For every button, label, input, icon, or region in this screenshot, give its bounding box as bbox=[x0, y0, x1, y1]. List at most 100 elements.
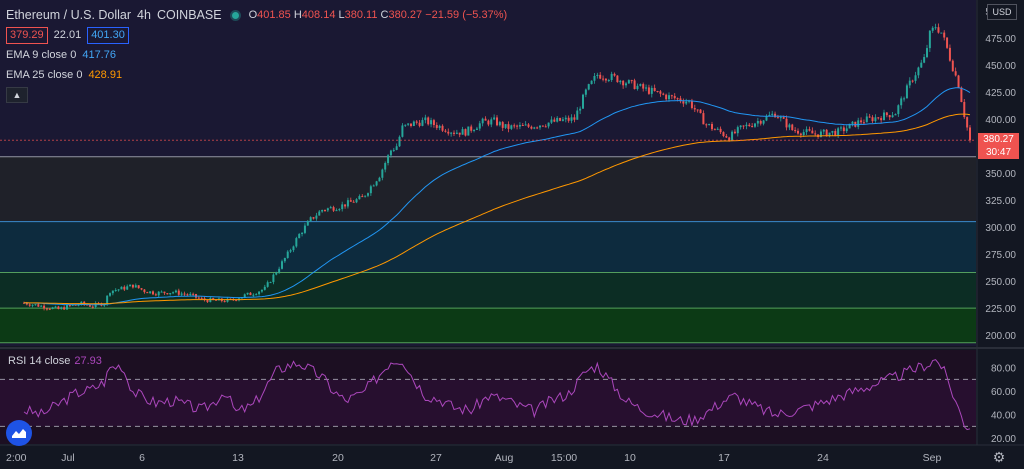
candle-body bbox=[894, 114, 897, 116]
candle-body bbox=[450, 132, 453, 134]
candle-body bbox=[814, 133, 817, 135]
candle-body bbox=[524, 124, 527, 126]
candle-body bbox=[776, 117, 779, 119]
candle-body bbox=[367, 193, 369, 196]
candle-body bbox=[805, 129, 808, 133]
candle-body bbox=[45, 308, 48, 310]
candle-body bbox=[645, 87, 648, 89]
candle-body bbox=[131, 284, 134, 288]
collapse-legend-button[interactable]: ▲ bbox=[6, 87, 28, 103]
candle-body bbox=[865, 116, 868, 123]
rsi-band bbox=[0, 379, 976, 427]
rsi-line[interactable] bbox=[23, 359, 971, 431]
candle-body bbox=[685, 101, 688, 104]
time-axis-label: Sep bbox=[923, 452, 942, 464]
candle-body bbox=[109, 293, 111, 296]
ema25-label: EMA 25 close 0 bbox=[6, 69, 83, 81]
candle-body bbox=[627, 80, 630, 84]
interval-label[interactable]: 4h bbox=[137, 8, 151, 22]
candle-body bbox=[40, 305, 43, 307]
candle-body bbox=[516, 125, 519, 127]
candle-body bbox=[435, 125, 438, 128]
candle-body bbox=[699, 109, 702, 114]
candle-body bbox=[226, 298, 229, 302]
ema9-legend[interactable]: EMA 9 close 0 417.76 bbox=[6, 45, 507, 65]
candle-body bbox=[235, 299, 238, 301]
candle-body bbox=[834, 130, 837, 136]
price-axis-label: 325.00 bbox=[985, 196, 1016, 207]
candle-body bbox=[840, 127, 842, 129]
buy-price-button[interactable]: 401.30 bbox=[87, 26, 129, 44]
zone-band bbox=[0, 156, 976, 222]
candle-body bbox=[384, 163, 387, 170]
candle-body bbox=[862, 122, 865, 124]
candle-body bbox=[759, 120, 762, 124]
candle-body bbox=[900, 98, 903, 106]
symbol-name[interactable]: Ethereum / U.S. Dollar bbox=[6, 8, 132, 22]
candle-body bbox=[547, 122, 550, 127]
candle-body bbox=[719, 128, 722, 133]
ema25-legend[interactable]: EMA 25 close 0 428.91 bbox=[6, 65, 507, 85]
candle-body bbox=[312, 217, 315, 219]
last-price-tag: 380.27 bbox=[978, 133, 1019, 147]
candle-body bbox=[676, 98, 679, 100]
candle-body bbox=[68, 305, 71, 307]
candle-body bbox=[857, 120, 860, 127]
candle-body bbox=[593, 75, 596, 81]
candle-body bbox=[174, 290, 177, 293]
zone-band bbox=[0, 272, 976, 309]
candle-body bbox=[722, 132, 725, 137]
candle-body bbox=[74, 304, 77, 306]
candle-body bbox=[602, 78, 605, 80]
candle-body bbox=[679, 98, 682, 102]
candle-body bbox=[584, 89, 587, 95]
candle-body bbox=[868, 116, 871, 118]
candle-body bbox=[610, 73, 613, 81]
candle-body bbox=[126, 286, 129, 290]
ema9-line[interactable] bbox=[23, 87, 971, 306]
candle-body bbox=[318, 211, 321, 216]
candle-body bbox=[358, 196, 361, 200]
rsi-legend[interactable]: RSI 14 close 27.93 bbox=[8, 355, 102, 367]
candle-body bbox=[275, 272, 278, 275]
candle-body bbox=[808, 129, 811, 131]
candle-body bbox=[143, 289, 146, 293]
candle-body bbox=[659, 91, 662, 94]
tradingview-logo-icon[interactable] bbox=[6, 420, 32, 446]
candle-body bbox=[754, 123, 756, 127]
candle-body bbox=[392, 149, 395, 151]
candle-body bbox=[782, 117, 785, 119]
candle-body bbox=[295, 238, 298, 247]
candle-body bbox=[461, 129, 464, 135]
currency-button[interactable]: USD bbox=[987, 4, 1017, 20]
sell-price-button[interactable]: 379.29 bbox=[6, 26, 48, 44]
candle-body bbox=[937, 27, 940, 33]
candle-body bbox=[464, 129, 467, 136]
candle-body bbox=[874, 117, 877, 122]
candle-body bbox=[424, 117, 427, 121]
candle-body bbox=[453, 132, 455, 134]
candle-body bbox=[487, 120, 490, 125]
candle-body bbox=[120, 286, 123, 290]
candle-body bbox=[378, 177, 381, 182]
candle-body bbox=[186, 294, 189, 296]
candle-body bbox=[432, 120, 435, 126]
market-status-icon[interactable] bbox=[231, 11, 239, 19]
candle-body bbox=[286, 251, 289, 258]
gear-icon[interactable]: ⚙ bbox=[992, 449, 1006, 465]
candle-body bbox=[341, 204, 344, 210]
candle-body bbox=[891, 115, 894, 118]
candle-body bbox=[498, 122, 501, 126]
candle-body bbox=[831, 130, 834, 133]
candle-body bbox=[711, 124, 713, 130]
rsi-axis-label: 80.00 bbox=[991, 364, 1016, 375]
ema25-line[interactable] bbox=[24, 113, 971, 305]
candle-body bbox=[189, 293, 192, 296]
candle-body bbox=[212, 298, 215, 300]
candle-body bbox=[223, 301, 226, 303]
candle-body bbox=[243, 294, 246, 298]
candle-body bbox=[43, 305, 46, 309]
candle-body bbox=[352, 201, 355, 203]
